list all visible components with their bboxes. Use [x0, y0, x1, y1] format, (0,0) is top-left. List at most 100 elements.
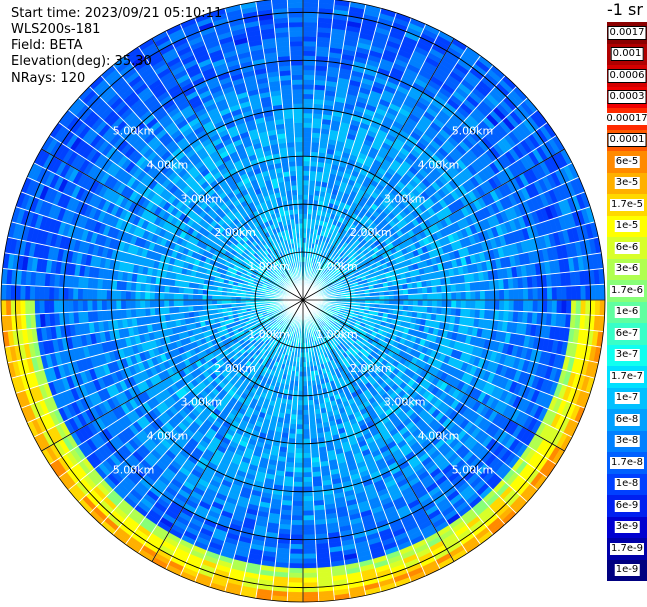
range-gate	[302, 448, 312, 454]
range-gate	[302, 520, 316, 526]
range-gate	[302, 74, 316, 80]
range-gate	[580, 284, 587, 301]
range-gate	[298, 381, 304, 387]
radar-ray	[302, 8, 397, 301]
range-gate	[407, 305, 414, 312]
range-gate	[302, 203, 309, 210]
range-gate	[594, 284, 601, 301]
range-gate	[311, 461, 321, 468]
range-gate	[398, 299, 404, 306]
range-gate	[295, 433, 304, 440]
range-gate	[292, 486, 304, 492]
range-gate	[298, 385, 304, 392]
range-gate	[293, 472, 304, 478]
range-gate	[290, 534, 304, 540]
range-gate	[297, 405, 304, 411]
range-gate	[302, 2, 319, 9]
range-gate	[302, 108, 314, 114]
range-gate	[398, 294, 404, 301]
range-gate	[532, 299, 539, 313]
range-gate	[417, 305, 423, 313]
range-gate	[431, 285, 438, 294]
range-gate	[302, 534, 316, 540]
range-gate	[295, 443, 304, 449]
range-gate	[311, 122, 322, 129]
range-gate	[294, 448, 304, 454]
range-gate	[288, 563, 304, 569]
range-gate	[566, 299, 572, 315]
range-gate	[302, 524, 316, 531]
range-gate	[570, 285, 577, 301]
range-gate	[287, 591, 304, 598]
range-gate	[489, 289, 495, 301]
range-gate	[508, 299, 515, 312]
range-gate	[302, 60, 316, 66]
range-gate	[302, 199, 309, 205]
range-gate	[311, 137, 321, 143]
range-gate	[311, 127, 322, 134]
range-gate	[575, 299, 582, 315]
range-gate	[302, 467, 313, 473]
range-gate	[551, 286, 558, 301]
range-gate	[499, 289, 505, 301]
range-gate	[296, 419, 304, 425]
range-gate	[479, 290, 486, 301]
range-gate	[284, 466, 295, 473]
range-gate	[455, 291, 462, 301]
range-gate	[302, 563, 318, 569]
range-gate	[384, 299, 390, 305]
range-gate	[513, 288, 519, 301]
range-gate	[289, 553, 304, 560]
range-gate	[474, 281, 481, 292]
range-gate	[575, 285, 582, 301]
range-gate	[308, 409, 316, 416]
range-gate	[580, 299, 587, 316]
range-gate	[287, 582, 304, 588]
range-gate	[302, 93, 315, 100]
range-gate	[427, 299, 433, 307]
range-gate	[302, 175, 310, 181]
range-gate	[469, 308, 476, 319]
range-gate	[308, 189, 315, 196]
radar-ray	[302, 65, 506, 301]
range-gate	[460, 282, 466, 292]
range-gate	[308, 184, 316, 191]
range-gate	[290, 520, 304, 526]
range-gate	[436, 285, 443, 294]
range-gate	[302, 457, 312, 464]
range-gate	[297, 400, 304, 406]
range-gate	[302, 424, 310, 430]
range-gate	[302, 596, 320, 603]
range-gate	[302, 50, 317, 57]
range-gate	[451, 299, 457, 309]
range-gate	[388, 299, 395, 305]
range-gate	[556, 286, 563, 301]
range-gate	[384, 295, 390, 301]
range-gate	[426, 306, 433, 314]
range-gate	[293, 481, 304, 488]
range-gate	[294, 462, 304, 468]
range-gate	[556, 299, 563, 314]
range-gate	[302, 132, 312, 138]
radar-ray	[302, 1, 367, 301]
range-gate	[484, 290, 491, 301]
range-gate	[288, 567, 304, 574]
range-gate	[302, 79, 315, 85]
range-gate	[302, 122, 313, 128]
range-gate	[286, 596, 304, 603]
range-gate	[412, 287, 419, 295]
range-gate	[288, 428, 297, 435]
range-gate	[551, 299, 558, 314]
range-gate	[291, 505, 304, 512]
range-gate	[513, 299, 519, 312]
range-gate	[296, 409, 304, 416]
radar-ray	[302, 0, 319, 301]
range-gate	[302, 582, 319, 588]
range-gate	[294, 457, 304, 464]
range-gate	[499, 299, 505, 311]
range-gate	[537, 287, 543, 301]
range-gate	[310, 447, 320, 454]
range-gate	[302, 572, 318, 579]
range-gate	[412, 299, 419, 307]
